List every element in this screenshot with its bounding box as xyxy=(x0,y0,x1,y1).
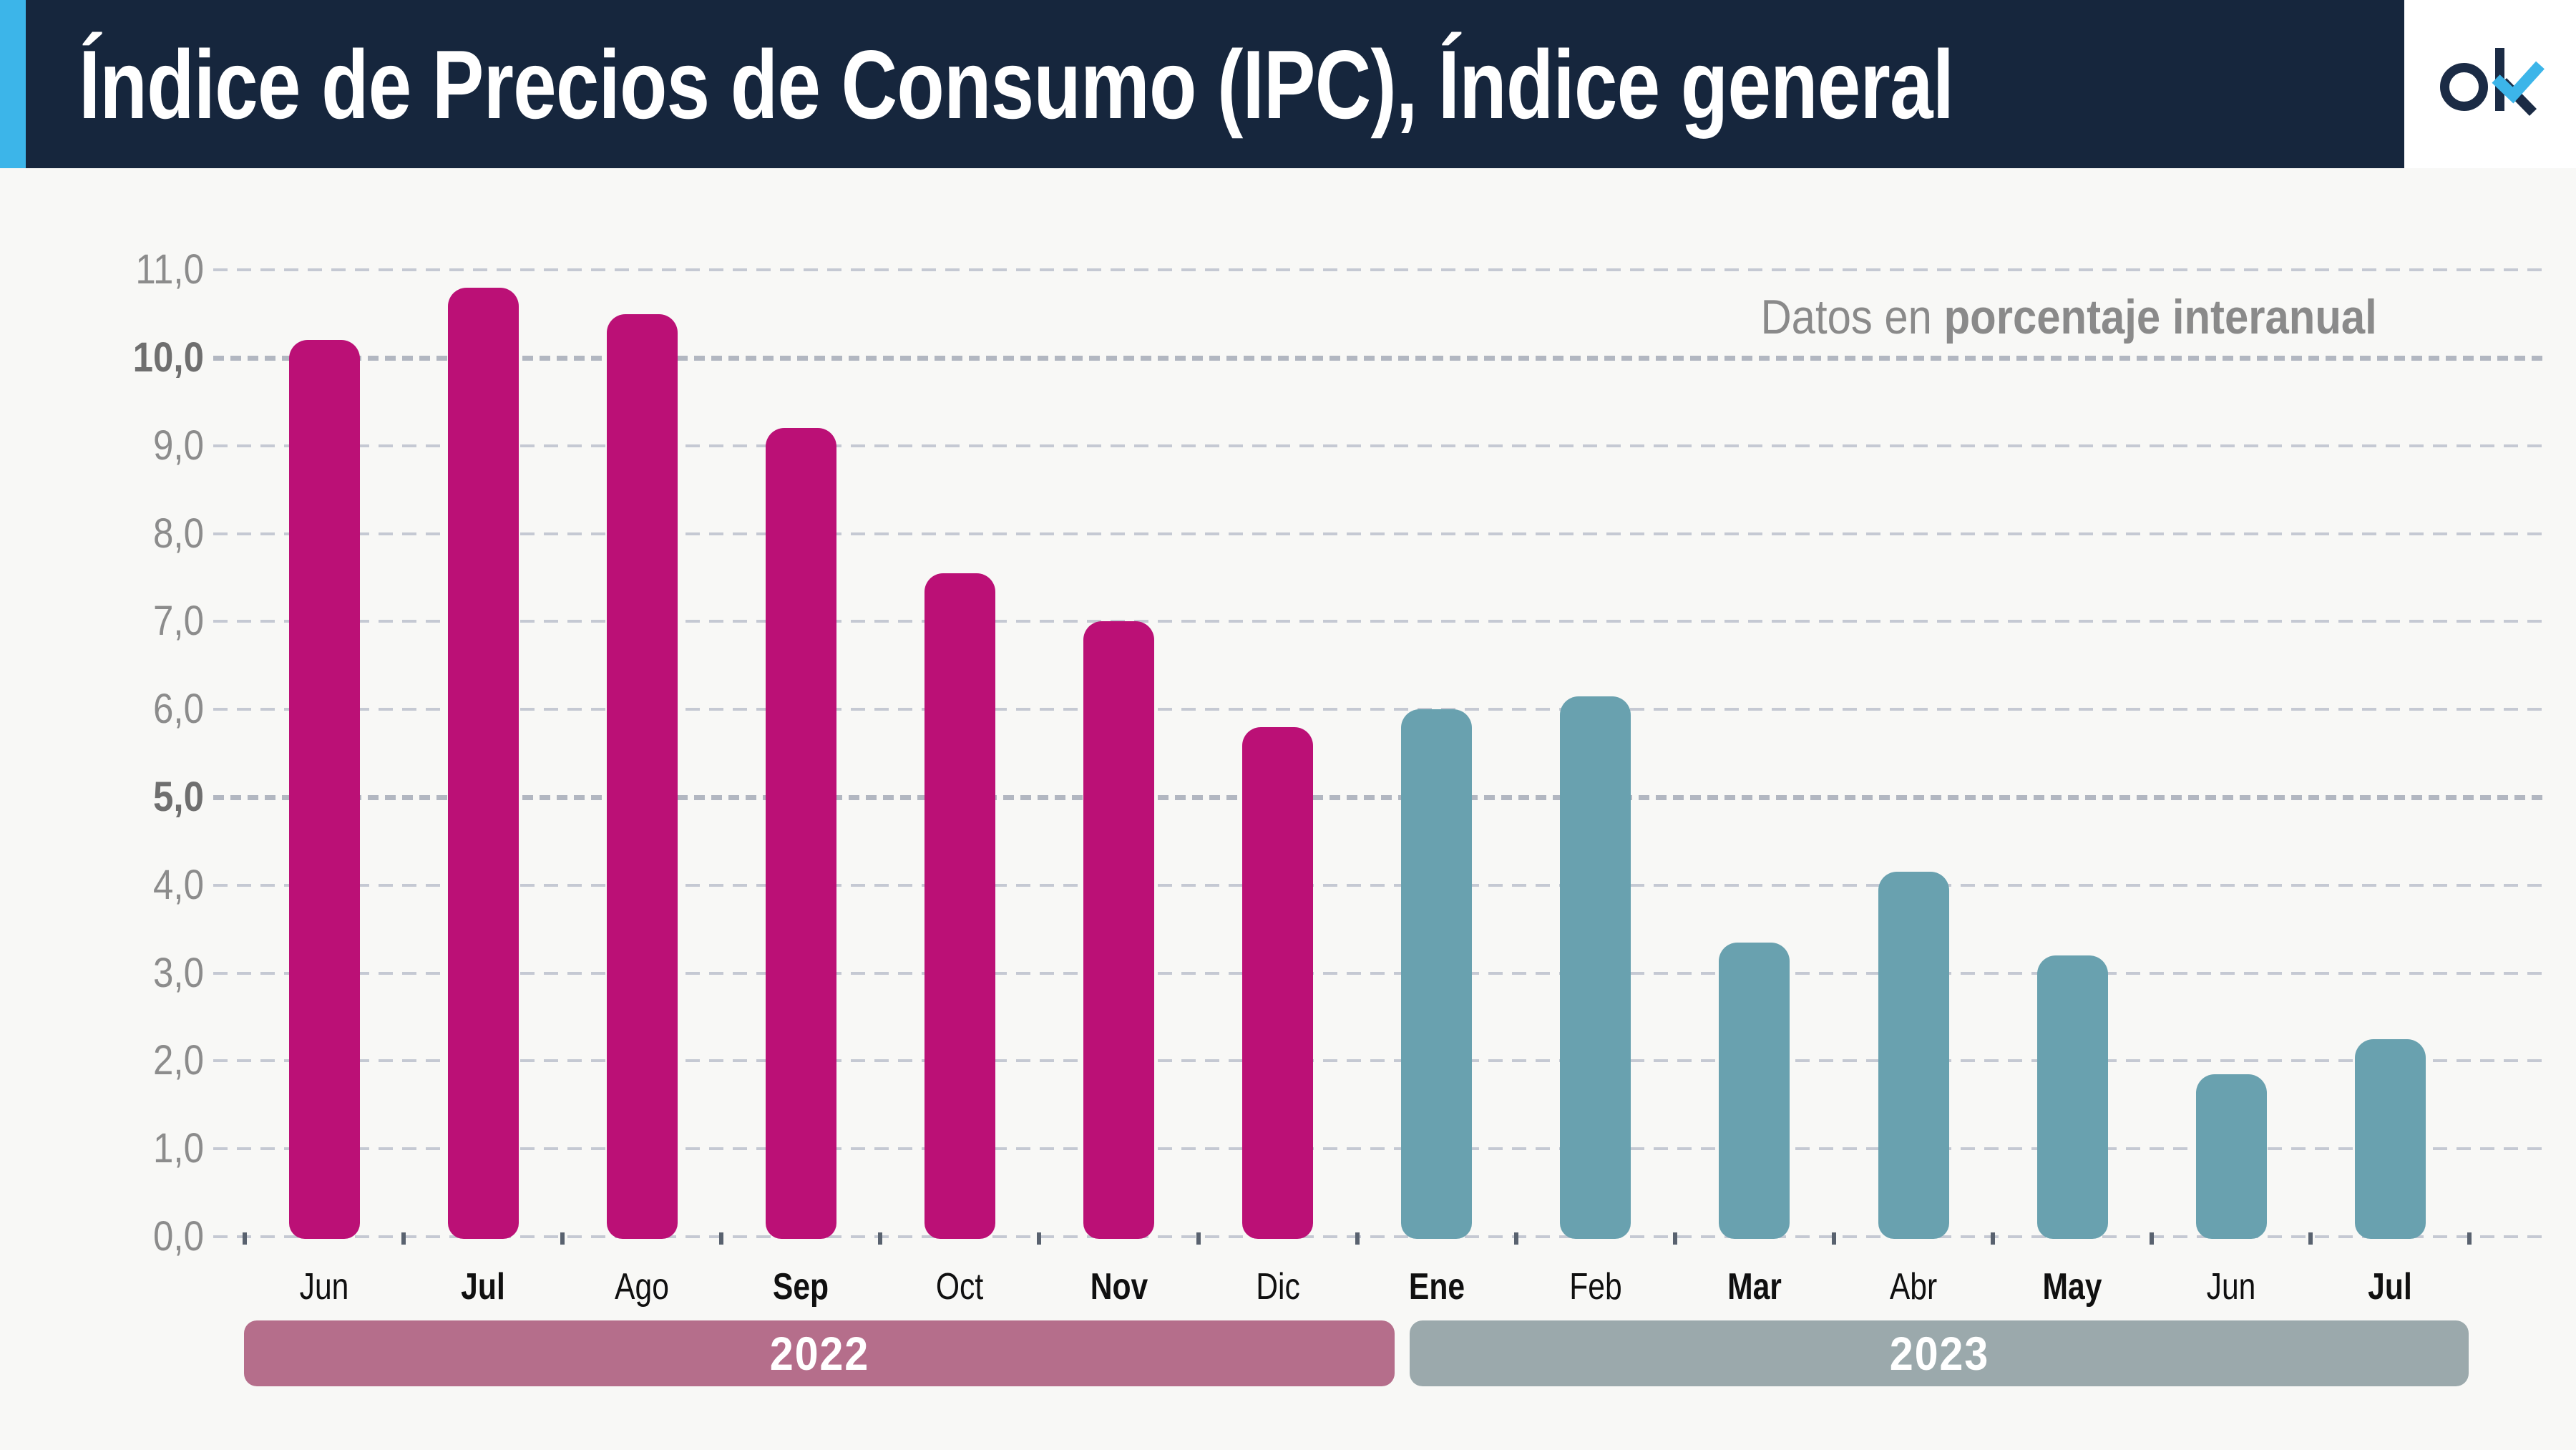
month-label-feb-2023: Feb xyxy=(1569,1266,1622,1308)
gridline-5_0 xyxy=(213,794,2547,800)
y-tick-label-7_0: 7,0 xyxy=(153,598,204,645)
bar-dic-2022 xyxy=(1242,726,1314,1239)
baseline-tick xyxy=(2150,1232,2155,1245)
month-label-mar-2023: Mar xyxy=(1727,1266,1782,1308)
bar-feb-2023 xyxy=(1560,696,1631,1239)
bar-sep-2022 xyxy=(765,428,836,1239)
baseline-tick xyxy=(242,1232,247,1245)
baseline-tick xyxy=(1831,1232,1836,1245)
bar-jul-2022 xyxy=(447,287,519,1239)
baseline-tick xyxy=(1513,1232,1518,1245)
gridline-7_0 xyxy=(213,620,2547,623)
year-band-label-2022: 2022 xyxy=(769,1327,869,1380)
bar-jun-2022 xyxy=(288,340,360,1239)
y-tick-label-5_0: 5,0 xyxy=(153,774,204,820)
y-tick-label-4_0: 4,0 xyxy=(153,861,204,908)
gridline-4_0 xyxy=(213,883,2547,887)
bar-mar-2023 xyxy=(1719,942,1790,1239)
baseline-tick xyxy=(878,1232,883,1245)
bar-nov-2022 xyxy=(1083,621,1154,1239)
bar-abr-2023 xyxy=(1878,872,1949,1239)
title-wrap: Índice de Precios de Consumo (IPC), Índi… xyxy=(79,0,2422,168)
month-label-jul-2022: Jul xyxy=(461,1266,505,1308)
month-label-abr-2023: Abr xyxy=(1889,1266,1938,1308)
bar-oct-2022 xyxy=(924,573,995,1239)
baseline-tick xyxy=(560,1232,565,1245)
baseline-tick xyxy=(401,1232,406,1245)
logo-o xyxy=(2440,63,2488,111)
gridline-1_0 xyxy=(213,1147,2547,1151)
gridline-0_0 xyxy=(213,1235,2547,1238)
month-label-sep-2022: Sep xyxy=(773,1266,829,1308)
y-tick-label-3_0: 3,0 xyxy=(153,949,204,996)
header-accent-bar xyxy=(0,0,26,168)
month-label-ago-2022: Ago xyxy=(615,1266,670,1308)
unit-annotation: Datos en porcentaje interanual xyxy=(1761,289,2377,345)
y-tick-label-9_0: 9,0 xyxy=(153,422,204,469)
year-band-2022: 2022 xyxy=(244,1320,1395,1386)
header-background xyxy=(0,0,2576,168)
annotation-prefix: Datos en xyxy=(1760,290,1944,344)
year-band-label-2023: 2023 xyxy=(1889,1327,1989,1380)
okdiario-logo-icon xyxy=(2440,48,2545,116)
page-title: Índice de Precios de Consumo (IPC), Índi… xyxy=(79,29,1954,139)
y-tick-label-2_0: 2,0 xyxy=(153,1037,204,1084)
month-label-jun-2023: Jun xyxy=(2206,1266,2256,1308)
annotation-bold-text: porcentaje interanual xyxy=(1943,290,2377,344)
month-label-oct-2022: Oct xyxy=(936,1266,984,1308)
gridline-6_0 xyxy=(213,708,2547,711)
baseline-tick xyxy=(2308,1232,2313,1245)
baseline-tick xyxy=(1196,1232,1201,1245)
gridline-10_0 xyxy=(213,355,2547,361)
gridline-2_0 xyxy=(213,1059,2547,1063)
gridline-3_0 xyxy=(213,971,2547,975)
baseline-tick xyxy=(1672,1232,1677,1245)
y-tick-label-1_0: 1,0 xyxy=(153,1125,204,1172)
bar-ene-2023 xyxy=(1401,709,1473,1239)
logo-box xyxy=(2404,0,2576,168)
month-label-dic-2022: Dic xyxy=(1255,1266,1300,1308)
y-tick-label-0_0: 0,0 xyxy=(153,1213,204,1260)
gridline-9_0 xyxy=(213,444,2547,447)
y-tick-label-11_0: 11,0 xyxy=(135,246,204,293)
gridline-8_0 xyxy=(213,532,2547,535)
baseline-tick xyxy=(2467,1232,2472,1245)
month-label-jul-2023: Jul xyxy=(2368,1266,2413,1308)
y-tick-label-10_0: 10,0 xyxy=(132,334,204,381)
bar-jul-2023 xyxy=(2354,1038,2426,1239)
baseline-tick xyxy=(1991,1232,1996,1245)
month-label-nov-2022: Nov xyxy=(1090,1266,1148,1308)
logo-checkmark-icon xyxy=(2492,61,2545,104)
baseline-tick xyxy=(1355,1232,1360,1245)
bar-may-2023 xyxy=(2036,955,2108,1239)
gridline-11_0 xyxy=(213,268,2547,272)
month-label-may-2023: May xyxy=(2042,1266,2102,1308)
bar-jun-2023 xyxy=(2195,1074,2267,1239)
bar-ago-2022 xyxy=(606,313,678,1239)
y-tick-label-6_0: 6,0 xyxy=(153,686,204,733)
baseline-tick xyxy=(719,1232,724,1245)
year-band-2023: 2023 xyxy=(1410,1320,2469,1386)
y-tick-label-8_0: 8,0 xyxy=(153,510,204,557)
baseline-tick xyxy=(1037,1232,1042,1245)
month-label-jun-2022: Jun xyxy=(299,1266,349,1308)
header: Índice de Precios de Consumo (IPC), Índi… xyxy=(0,0,2576,168)
month-label-ene-2023: Ene xyxy=(1408,1266,1465,1308)
